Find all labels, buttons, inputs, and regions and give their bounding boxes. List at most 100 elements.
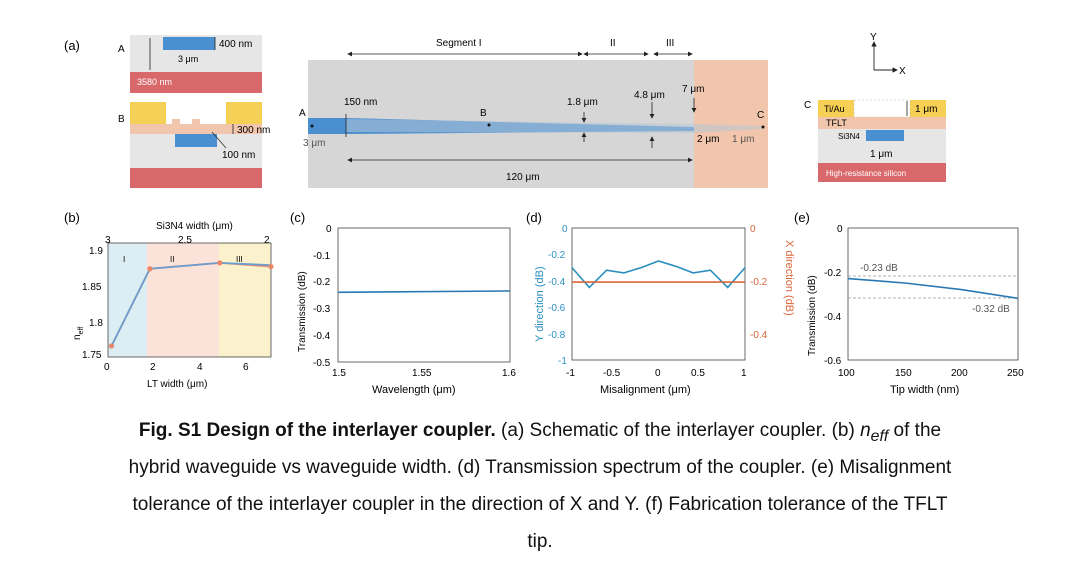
c-ytick: 0 <box>326 224 332 235</box>
c-ylabel: Transmission (dB) <box>297 271 308 352</box>
figure-caption: Fig. S1 Design of the interlayer coupler… <box>0 412 1080 455</box>
d-ylabel-right: X direction (dB) <box>783 240 795 316</box>
caption-neff-sub: eff <box>870 427 889 445</box>
d-ytick-right: -0.4 <box>750 330 768 341</box>
coupler-top-view: A B C 150 nm 1.8 μm 4.8 μm 7 μm 3 μm 2 μ… <box>299 38 768 188</box>
d-ytick-left: -1 <box>558 356 567 367</box>
d-xtick: 0.5 <box>691 368 705 379</box>
b-ytick: 1.8 <box>89 318 103 329</box>
segment-iii-label: III <box>666 38 674 49</box>
b-top-label: Si3N4 width (μm) <box>156 221 233 232</box>
d-xtick: 1 <box>741 368 747 379</box>
e-xtick: 200 <box>951 368 968 379</box>
e-xtick: 150 <box>895 368 912 379</box>
dim-120um: 120 μm <box>506 172 540 183</box>
chart-b: (b) I II III neff Si3N4 width (μm) LT wi… <box>64 210 274 390</box>
b-xtick: 2 <box>150 362 156 373</box>
d-xtick: 0 <box>655 368 661 379</box>
dim-300nm: 300 nm <box>237 125 270 136</box>
axis-x-label: X <box>899 66 906 77</box>
d-ytick-left: -0.6 <box>548 303 566 314</box>
caption-line-4: tip. <box>527 531 553 552</box>
caption-line-3: tolerance of the interlayer coupler in t… <box>132 494 948 515</box>
region-iii-band <box>219 243 271 357</box>
panel-c-label: (c) <box>290 210 305 225</box>
e-ytick: 0 <box>837 224 843 235</box>
c-xtick: 1.6 <box>502 368 516 379</box>
d-ytick-right: 0 <box>750 224 756 235</box>
cross-section-a: A 400 nm 3 μm 3580 nm <box>118 35 262 93</box>
axis-y-label: Y <box>870 32 877 43</box>
neff-point <box>108 343 115 349</box>
e-xlabel: Tip width (nm) <box>890 384 959 396</box>
figure-canvas: (a) A 400 nm 3 μm 3580 nm B 300 nm 100 n… <box>64 32 1024 396</box>
chart-c: (c) Transmission (dB) Wavelength (μm) 1.… <box>290 210 516 396</box>
caption-line-2: hybrid waveguide vs waveguide width. (d)… <box>128 457 952 478</box>
annot-top: -0.23 dB <box>860 263 898 274</box>
dim-400nm: 400 nm <box>219 39 252 50</box>
cross-section-b: B 300 nm 100 nm <box>118 102 270 188</box>
d-ytick-left: -0.8 <box>548 330 566 341</box>
segment-ii-label: II <box>610 38 616 49</box>
region-iii-label: III <box>236 255 243 264</box>
e-ytick: -0.2 <box>824 268 842 279</box>
b-xlabel: LT width (μm) <box>147 379 207 390</box>
dim-1um-c: 1 μm <box>870 149 892 160</box>
b-xtick: 0 <box>104 362 110 373</box>
dim-1um-top: 1 μm <box>732 134 754 145</box>
d-xtick: -0.5 <box>603 368 621 379</box>
y-direction-line <box>571 260 746 289</box>
caption-title: Fig. S1 Design of the interlayer coupler… <box>138 420 496 441</box>
c-xlabel: Wavelength (μm) <box>372 384 456 396</box>
section-c-letter: C <box>804 100 811 111</box>
b-top-tick: 3 <box>105 235 111 246</box>
c-ytick: -0.2 <box>313 277 331 288</box>
neff-series-line <box>110 261 272 347</box>
point-a: A <box>299 108 306 119</box>
tip-width-line <box>847 277 1019 300</box>
annot-bottom: -0.32 dB <box>972 304 1010 315</box>
b-xtick: 4 <box>197 362 203 373</box>
b-top-tick: 2.5 <box>178 235 192 246</box>
dim-3um-top: 3 μm <box>303 138 325 149</box>
e-ylabel: Transmission (dB) <box>807 275 818 356</box>
c-ytick: -0.5 <box>313 358 331 369</box>
d-ytick-right: -0.2 <box>750 277 768 288</box>
chart-d: (d) Y direction (dB) X direction (dB) Mi… <box>526 210 795 396</box>
d-ytick-left: -0.4 <box>548 277 566 288</box>
c-xtick: 1.5 <box>332 368 346 379</box>
dim-4-8um: 4.8 μm <box>634 90 665 101</box>
dim-150nm: 150 nm <box>344 97 377 108</box>
transmission-line <box>337 290 511 294</box>
si3n4-label: Si3N4 <box>838 132 860 141</box>
dim-1um-c-top: 1 μm <box>915 104 937 115</box>
substrate-label: High-resistance silicon <box>826 169 906 178</box>
caption-text-b: of the <box>888 420 942 441</box>
b-ytick: 1.75 <box>82 350 102 361</box>
c-ytick: -0.1 <box>313 251 331 262</box>
b-xtick: 6 <box>243 362 249 373</box>
dim-7um: 7 μm <box>682 84 704 95</box>
dim-3um-a: 3 μm <box>178 54 198 64</box>
region-i-label: I <box>123 255 125 264</box>
point-b: B <box>480 108 487 119</box>
neff-ylabel: neff <box>72 327 85 340</box>
c-xtick: 1.55 <box>412 368 432 379</box>
caption-text-a: (a) Schematic of the interlayer coupler.… <box>495 420 861 441</box>
neff-point <box>268 263 274 270</box>
chart-e: (e) Transmission (dB) Tip width (nm) 100… <box>794 210 1024 396</box>
tiau-label: Ti/Au <box>824 104 845 114</box>
segment-i-label: Segment I <box>436 38 482 49</box>
e-ytick: -0.4 <box>824 312 842 323</box>
panel-e-label: (e) <box>794 210 810 225</box>
d-ytick-left: -0.2 <box>548 250 566 261</box>
dim-100nm: 100 nm <box>222 150 255 161</box>
c-ytick: -0.4 <box>313 331 331 342</box>
xy-axes-indicator: Y X <box>870 32 906 77</box>
dim-3580nm: 3580 nm <box>137 77 172 87</box>
b-ytick: 1.85 <box>82 282 102 293</box>
panel-b-label: (b) <box>64 210 80 225</box>
d-xlabel: Misalignment (μm) <box>600 384 691 396</box>
e-xtick: 100 <box>838 368 855 379</box>
section-a-letter: A <box>118 44 125 55</box>
